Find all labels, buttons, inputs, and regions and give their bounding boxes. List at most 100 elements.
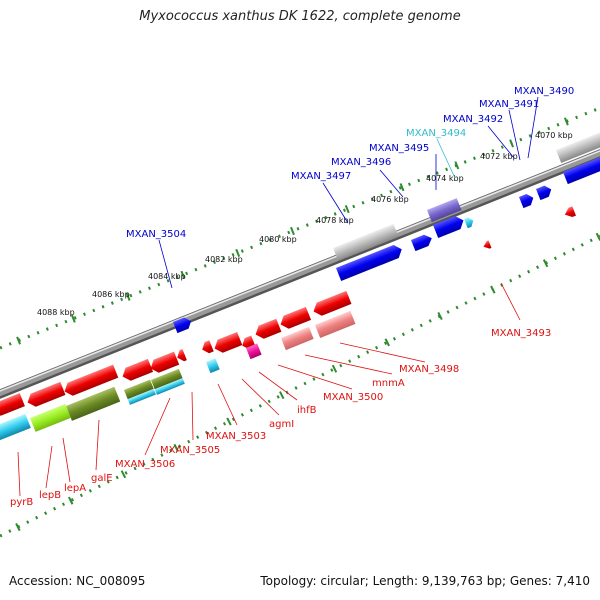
tick-label: 4082 kbp xyxy=(205,255,243,264)
feature-mxan-3506 xyxy=(122,358,154,381)
major-tick xyxy=(120,470,127,479)
tick-labels: 4070 kbp 4072 kbp 4074 kbp 4076 kbp 4078… xyxy=(37,131,573,317)
tick-label: 4072 kbp xyxy=(480,152,518,161)
gene-label: MXAN_3492 xyxy=(443,114,503,125)
reverse-features xyxy=(0,206,576,442)
feature-mxan-3503-rna xyxy=(206,358,220,374)
gene-label: MXAN_3506 xyxy=(115,459,175,470)
bottom-leader-lines xyxy=(17,282,521,497)
outer-major-ticks xyxy=(16,117,569,345)
gene-label: MXAN_3497 xyxy=(291,171,351,182)
top-leader-lines xyxy=(158,96,539,289)
gene-label: MXAN_3504 xyxy=(126,229,186,240)
feature-mnma xyxy=(280,306,312,329)
feature-gale-rna xyxy=(66,386,121,421)
major-tick xyxy=(595,232,600,241)
gene-label: MXAN_3496 xyxy=(331,157,391,168)
feature-lepb xyxy=(0,393,25,416)
feature-mxan-3505b xyxy=(177,349,187,362)
feature-mxan-3492 xyxy=(519,194,534,209)
feature-mxan-3504 xyxy=(173,317,192,334)
gene-label: lepB xyxy=(39,490,61,501)
major-tick xyxy=(125,292,131,301)
feature-mxan-3503 xyxy=(202,340,214,354)
tick-label: 4078 kbp xyxy=(316,216,354,225)
feature-mxan-3490-cds xyxy=(563,153,600,185)
feature-mxan-3494 xyxy=(464,217,474,229)
major-tick xyxy=(180,270,186,279)
top-labels: MXAN_3490 MXAN_3491 MXAN_3492 MXAN_3494 … xyxy=(126,86,574,240)
tick-label: 4084 kbp xyxy=(148,272,186,281)
genome-backbone xyxy=(0,149,600,399)
feature-mxan-3495 xyxy=(433,216,464,238)
gene-label: MXAN_3494 xyxy=(406,128,466,139)
major-tick xyxy=(344,205,350,214)
tick-label: 4076 kbp xyxy=(371,195,409,204)
major-tick xyxy=(235,248,241,258)
feature-mxan-3495-rna xyxy=(427,198,462,223)
feature-lepa-rna xyxy=(30,403,71,432)
major-tick xyxy=(67,496,74,505)
major-tick xyxy=(399,183,405,192)
major-tick xyxy=(331,364,338,373)
feature-mxan-3493 xyxy=(564,206,576,218)
gene-label: galE xyxy=(91,473,113,484)
feature-mxan-3497-cds xyxy=(336,244,402,281)
feature-mxan-3505 xyxy=(150,351,180,373)
feature-mxan-3505-rna xyxy=(151,368,185,395)
major-tick xyxy=(437,311,443,320)
feature-mnma-rna xyxy=(281,326,314,351)
major-tick xyxy=(15,523,21,532)
gene-label: MXAN_3500 xyxy=(323,392,383,403)
tick-label: 4088 kbp xyxy=(37,308,75,317)
tick-label: 4080 kbp xyxy=(259,235,297,244)
major-tick xyxy=(490,285,496,294)
tick-label: 4074 kbp xyxy=(426,174,464,183)
feature-pyrb-rna xyxy=(0,413,31,442)
gene-label: MXAN_3490 xyxy=(514,86,574,97)
feature-mxan-3493b xyxy=(483,240,492,249)
feature-mxan-3498 xyxy=(313,290,352,316)
feature-mxan-3498-rna xyxy=(315,310,356,338)
feature-lepa xyxy=(27,381,66,407)
bottom-labels: MXAN_3493 MXAN_3498 mnmA MXAN_3500 ihfB … xyxy=(10,328,551,508)
major-tick xyxy=(279,391,285,400)
gene-label: MXAN_3503 xyxy=(206,431,266,442)
tick-label: 4070 kbp xyxy=(535,131,573,140)
feature-agmi-rna xyxy=(246,343,262,360)
feature-mxan-3491 xyxy=(536,185,552,201)
gene-label: MXAN_3491 xyxy=(479,99,539,110)
feature-gale xyxy=(64,364,119,396)
feature-mxan-3497 xyxy=(333,223,399,261)
tick-label: 4086 kbp xyxy=(92,290,130,299)
inner-tick-track xyxy=(0,234,600,538)
inner-major-ticks xyxy=(15,232,600,532)
major-tick xyxy=(70,314,76,323)
gene-label: lepA xyxy=(64,483,86,494)
gene-label: MXAN_3505 xyxy=(160,445,220,456)
topology-text: Topology: circular; Length: 9,139,763 bp… xyxy=(260,574,590,588)
gene-label: ihfB xyxy=(297,405,317,416)
forward-features xyxy=(173,127,600,334)
gene-label: MXAN_3498 xyxy=(399,364,459,375)
major-tick xyxy=(226,417,232,426)
major-tick xyxy=(454,161,460,170)
feature-agmi xyxy=(214,331,243,353)
major-tick xyxy=(173,443,179,452)
gene-label: pyrB xyxy=(10,497,33,508)
feature-mxan-3490 xyxy=(556,127,600,163)
major-tick xyxy=(509,139,515,148)
feature-mxan-3500 xyxy=(255,318,282,339)
gene-label: MXAN_3495 xyxy=(369,143,429,154)
accession-text: Accession: NC_008095 xyxy=(9,574,146,588)
major-tick xyxy=(290,226,295,236)
major-tick xyxy=(384,338,390,347)
leader-line-mxan-3494 xyxy=(436,138,456,179)
gene-label: mnmA xyxy=(372,378,405,389)
map-title: Myxococcus xanthus DK 1622, complete gen… xyxy=(139,9,461,24)
major-tick xyxy=(16,336,21,345)
major-tick xyxy=(542,259,549,268)
gene-label: MXAN_3493 xyxy=(491,328,551,339)
feature-mxan-3506-rna xyxy=(124,379,156,405)
